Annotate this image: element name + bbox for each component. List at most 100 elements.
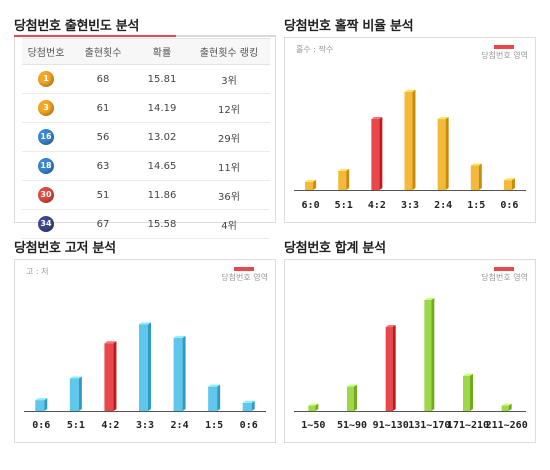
bar-top bbox=[463, 373, 473, 376]
tick-label: 5:1 bbox=[67, 420, 85, 431]
tick-label: 51~90 bbox=[337, 420, 367, 431]
tick-label: 1~50 bbox=[301, 420, 325, 431]
bar-top bbox=[503, 178, 515, 181]
header-number: 당첨번호 bbox=[22, 38, 70, 65]
cell-prob: 14.19 bbox=[136, 93, 188, 123]
bar-top bbox=[470, 163, 482, 166]
bar bbox=[463, 373, 473, 411]
sum-chart: 당첨번호 영역 1~50 51~90 91~130 131~170171~210211~… bbox=[294, 267, 528, 431]
cell-number: 18 bbox=[22, 151, 70, 181]
number-ball: 34 bbox=[38, 216, 54, 232]
cell-rank: 3위 bbox=[188, 64, 270, 94]
cell-number: 30 bbox=[22, 180, 70, 210]
cell-count: 61 bbox=[70, 93, 136, 123]
high-low-title: 당첨번호 고저 분석 bbox=[14, 241, 116, 256]
bar-side bbox=[315, 403, 319, 411]
cell-rank: 4위 bbox=[188, 209, 270, 239]
legend-swatch bbox=[234, 267, 254, 271]
bar-top bbox=[338, 168, 350, 171]
bar bbox=[424, 297, 435, 411]
legend-swatch bbox=[494, 45, 514, 49]
tick-label: 171~210 bbox=[447, 420, 489, 431]
header-count: 출현횟수 bbox=[70, 38, 136, 65]
legend-label: 당첨번호 영역 bbox=[481, 272, 528, 282]
bar-side bbox=[217, 384, 221, 411]
bar-side bbox=[478, 163, 482, 190]
bar-front bbox=[437, 119, 446, 190]
tick-label: 1:5 bbox=[205, 420, 223, 431]
bar-side bbox=[182, 335, 186, 411]
frequency-table: 당첨번호 출현횟수 확률 출현횟수 랭킹 1 68 15.81 3위 3 61 14.19 1… bbox=[22, 38, 270, 239]
bar-top bbox=[424, 297, 435, 300]
bar-front bbox=[347, 386, 354, 411]
bar-side bbox=[511, 178, 515, 190]
bar-top bbox=[371, 117, 383, 120]
bar bbox=[208, 384, 221, 411]
bar bbox=[437, 117, 449, 190]
axis-caption: 홀수 : 짝수 bbox=[296, 44, 333, 54]
bar-top bbox=[69, 376, 82, 379]
tick-label: 131~170 bbox=[408, 420, 450, 431]
legend-label: 당첨번호 영역 bbox=[481, 50, 528, 60]
tick-label: 0:6 bbox=[500, 200, 518, 211]
legend-label: 당첨번호 영역 bbox=[221, 272, 268, 282]
cell-count: 67 bbox=[70, 209, 136, 239]
cell-rank: 11위 bbox=[188, 151, 270, 181]
bar-side bbox=[78, 376, 82, 411]
cell-number: 34 bbox=[22, 209, 70, 239]
bar-side bbox=[251, 400, 255, 411]
bar-front bbox=[404, 91, 413, 190]
odd-even-title: 당첨번호 홀짝 비율 분석 bbox=[284, 19, 414, 34]
tick-label: 91~130 bbox=[373, 420, 409, 431]
bar-side bbox=[508, 403, 512, 411]
cell-count: 51 bbox=[70, 180, 136, 210]
bar bbox=[501, 403, 512, 411]
header-rank: 출현횟수 랭킹 bbox=[188, 38, 270, 65]
tick-label: 3:3 bbox=[401, 200, 419, 211]
bar-side bbox=[44, 398, 48, 411]
bar-top bbox=[501, 403, 512, 406]
bar-top bbox=[305, 179, 317, 182]
cell-number: 1 bbox=[22, 64, 70, 94]
bar bbox=[308, 403, 319, 411]
tick-label: 3:3 bbox=[136, 420, 154, 431]
number-ball: 1 bbox=[38, 71, 54, 87]
bar-side bbox=[113, 341, 117, 411]
bar-front bbox=[338, 170, 347, 190]
bar-top bbox=[385, 325, 396, 328]
bar bbox=[104, 341, 117, 411]
bar bbox=[338, 168, 350, 190]
cell-number: 3 bbox=[22, 93, 70, 123]
bar bbox=[242, 400, 255, 411]
table-row: 34 67 15.58 4위 bbox=[22, 209, 270, 239]
bar bbox=[371, 117, 383, 190]
bar-top bbox=[308, 403, 319, 406]
bar bbox=[69, 376, 82, 411]
bar bbox=[347, 384, 357, 411]
bar-top bbox=[404, 89, 416, 92]
number-ball: 18 bbox=[38, 158, 54, 174]
bar-top bbox=[139, 322, 151, 325]
table-row: 3 61 14.19 12위 bbox=[22, 93, 270, 123]
tick-label: 6:0 bbox=[302, 200, 320, 211]
bar-front bbox=[385, 327, 393, 411]
bar-front bbox=[501, 405, 509, 411]
bar-front bbox=[305, 181, 314, 190]
cell-rank: 29위 bbox=[188, 122, 270, 152]
legend-swatch bbox=[494, 267, 514, 271]
bar bbox=[139, 322, 151, 411]
bar-side bbox=[379, 117, 383, 190]
bar-front bbox=[424, 299, 432, 411]
header-prob: 확률 bbox=[136, 38, 188, 65]
cell-number: 16 bbox=[22, 122, 70, 152]
cell-prob: 15.81 bbox=[136, 64, 188, 94]
cell-prob: 13.02 bbox=[136, 122, 188, 152]
table-row: 1 68 15.81 3위 bbox=[22, 64, 270, 94]
bar-side bbox=[313, 179, 317, 190]
frequency-title-underline bbox=[14, 35, 276, 37]
bar-side bbox=[445, 117, 449, 190]
bar-top bbox=[104, 341, 117, 344]
bar-side bbox=[431, 297, 435, 411]
